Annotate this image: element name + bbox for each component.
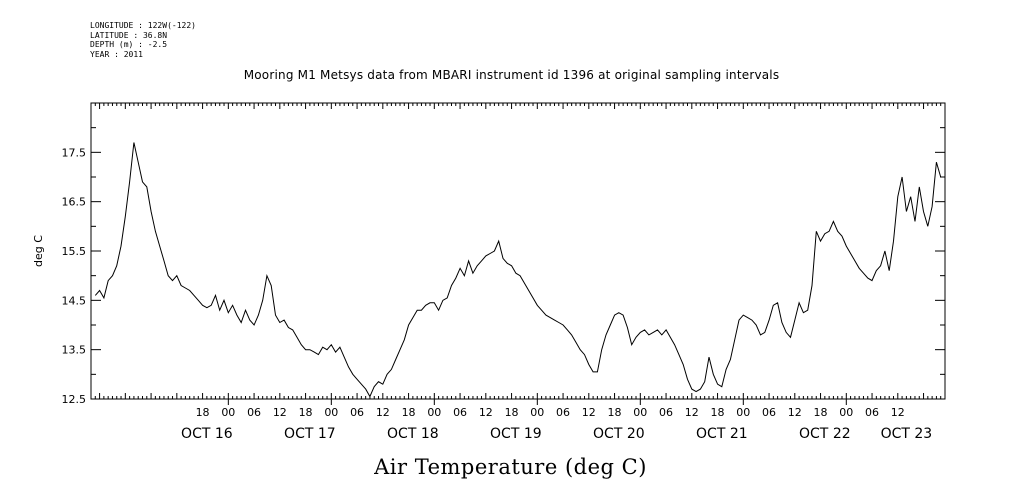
y-axis-label: deg C (32, 235, 45, 267)
x-tick-label: 06 (659, 406, 673, 419)
x-tick-label: 18 (299, 406, 313, 419)
x-tick-label: 12 (685, 406, 699, 419)
chart-title: Mooring M1 Metsys data from MBARI instru… (243, 68, 780, 82)
x-tick-label: 06 (865, 406, 879, 419)
y-tick-label: 16.5 (62, 196, 87, 209)
x-date-label: OCT 20 (593, 426, 645, 442)
x-tick-label: 12 (479, 406, 493, 419)
latitude-text: LATITUDE : 36.8N (90, 30, 168, 40)
depth-text: DEPTH (m) : -2.5 (90, 40, 168, 49)
x-tick-label: 18 (505, 406, 519, 419)
y-tick-label: 14.5 (62, 294, 87, 307)
x-tick-label: 00 (839, 406, 853, 419)
x-tick-label: 18 (196, 406, 210, 419)
x-tick-label: 06 (453, 406, 467, 419)
x-tick-label: 18 (608, 406, 622, 419)
x-tick-label: 12 (891, 406, 905, 419)
x-tick-label: 00 (736, 406, 750, 419)
x-date-label: OCT 17 (284, 426, 336, 442)
y-tick-label: 17.5 (62, 146, 87, 159)
x-tick-label: 18 (711, 406, 725, 419)
x-date-label: OCT 19 (490, 426, 542, 442)
x-tick-label: 12 (582, 406, 596, 419)
longitude-text: LONGITUDE : 122W(-122) (90, 21, 196, 30)
x-date-label: OCT 21 (696, 426, 748, 442)
year-text: YEAR : 2011 (90, 49, 143, 59)
x-tick-label: 00 (221, 406, 235, 419)
plot-frame (90, 102, 946, 400)
y-tick-label: 13.5 (62, 344, 87, 357)
x-tick-label: 06 (247, 406, 261, 419)
x-tick-label: 06 (762, 406, 776, 419)
x-tick-label: 00 (530, 406, 544, 419)
x-date-label: OCT 22 (799, 426, 851, 442)
x-tick-label: 06 (556, 406, 570, 419)
x-tick-label: 06 (350, 406, 364, 419)
x-tick-label: 12 (376, 406, 390, 419)
x-tick-label: 00 (324, 406, 338, 419)
x-tick-label: 12 (788, 406, 802, 419)
x-tick-label: 12 (273, 406, 287, 419)
x-date-label: OCT 16 (181, 426, 233, 442)
x-date-label: OCT 18 (387, 426, 439, 442)
y-tick-label: 12.5 (62, 393, 87, 406)
x-axis-title: Air Temperature (deg C) (374, 455, 647, 479)
x-date-label: OCT 23 (881, 426, 933, 442)
y-tick-label: 15.5 (62, 245, 87, 258)
x-tick-label: 18 (814, 406, 828, 419)
x-tick-label: 18 (402, 406, 416, 419)
metadata-block: LONGITUDE : 122W(-122) LATITUDE : 36.8N … (90, 21, 196, 59)
series-line (94, 142, 942, 398)
x-tick-label: 00 (633, 406, 647, 419)
x-tick-label: 00 (427, 406, 441, 419)
